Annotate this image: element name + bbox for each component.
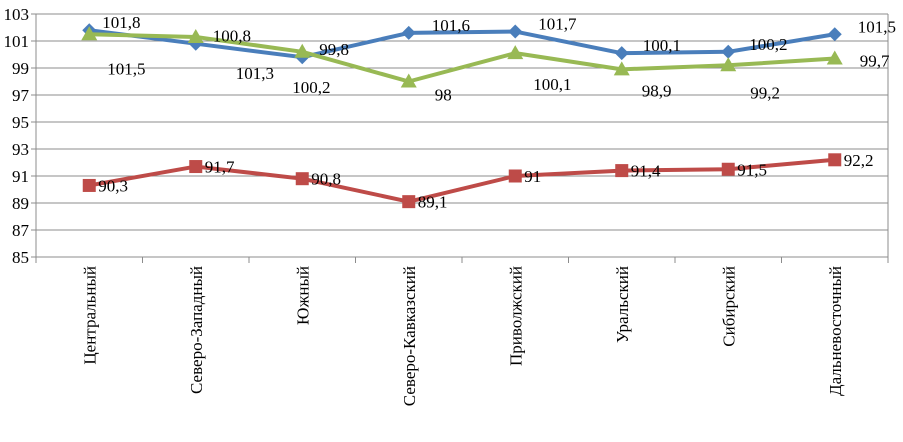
axes — [31, 13, 889, 263]
series-1-data-label: 100,2 — [749, 35, 787, 54]
series-3-data-label: 98 — [435, 86, 452, 105]
gridlines — [36, 13, 888, 258]
data-labels: 101,8 100,8 99,8 101,6 101,7 100,1 100,2 101,5 9… — [98, 13, 896, 211]
series-2-data-label: 91 — [524, 167, 541, 186]
y-tick-label: 101 — [4, 32, 30, 51]
y-tick-label: 91 — [12, 167, 29, 186]
y-tick-label: 103 — [4, 5, 30, 24]
series-3-data-label: 99,7 — [860, 52, 890, 71]
series-2-point — [508, 169, 522, 183]
series-1-data-label: 101,7 — [538, 15, 577, 34]
x-category-label: Сибирский — [719, 266, 738, 347]
series-3-point — [400, 73, 417, 88]
series-1-line — [87, 28, 837, 60]
series-3-point — [81, 26, 98, 41]
series-3-data-label: 100,2 — [292, 78, 330, 97]
series-3-data-label: 101,3 — [236, 64, 274, 83]
y-tick-label: 87 — [12, 221, 30, 240]
x-category-label: Южный — [293, 266, 312, 325]
x-category-label: Уральский — [613, 266, 632, 343]
series-1-point — [721, 44, 736, 59]
series-3-point — [613, 61, 630, 76]
y-tick-label: 99 — [12, 59, 29, 78]
series-1-data-label: 99,8 — [319, 40, 349, 59]
series-2-data-label: 90,3 — [98, 176, 128, 195]
series-1-data-label: 100,8 — [213, 27, 251, 46]
series-2-data-label: 89,1 — [418, 193, 448, 212]
series-1-point — [401, 25, 416, 40]
series-2-data-label: 91,4 — [631, 162, 661, 181]
series-2-point — [615, 164, 629, 178]
y-tick-label: 95 — [12, 113, 29, 132]
series-2-data-label: 91,5 — [737, 160, 767, 179]
series-2-point — [82, 178, 96, 192]
series-3-data-label: 99,2 — [750, 83, 780, 102]
series-3-line — [87, 32, 837, 84]
series-2-data-label: 91,7 — [205, 158, 235, 177]
series-2-data-label: 90,8 — [311, 170, 341, 189]
series-3-point — [507, 45, 524, 60]
series-2-line — [87, 157, 837, 204]
x-category-label: Дальневосточный — [826, 266, 845, 396]
series-2-point — [828, 153, 842, 167]
y-tick-label: 93 — [12, 140, 29, 159]
series-3-data-label: 100,1 — [533, 75, 571, 94]
series-2-point — [295, 172, 309, 186]
y-tick-label: 97 — [12, 86, 30, 105]
y-tick-labels: 85 87 89 91 93 95 97 99 101 103 — [4, 5, 30, 267]
series-2-point — [721, 162, 735, 176]
y-tick-label: 85 — [12, 248, 29, 267]
x-tick-labels: Центральный Северо-Западный Южный Северо-Ка… — [80, 266, 845, 406]
series-1-data-label: 101,6 — [432, 16, 470, 35]
series-3-point — [720, 57, 737, 72]
series-1-point — [614, 46, 629, 61]
x-category-label: Центральный — [80, 266, 99, 365]
series-3-data-label: 98,9 — [642, 81, 672, 100]
x-category-label: Северо-Кавказский — [400, 266, 419, 406]
series-3-point — [826, 50, 843, 65]
series-group — [81, 23, 843, 209]
series-2-point — [402, 195, 416, 209]
series-3-point — [294, 43, 311, 58]
series-2-point — [189, 160, 203, 174]
series-2-data-label: 92,2 — [844, 151, 874, 170]
series-1-point — [508, 24, 523, 39]
series-1-data-label: 100,1 — [643, 36, 681, 55]
series-3-data-label: 101,5 — [107, 59, 145, 78]
y-tick-label: 89 — [12, 194, 29, 213]
series-1-data-label: 101,8 — [102, 13, 140, 32]
series-1-data-label: 101,5 — [858, 17, 896, 36]
series-3-point — [187, 28, 204, 43]
x-category-label: Приволжский — [506, 266, 525, 366]
x-category-label: Северо-Западный — [187, 266, 206, 394]
series-1-point — [827, 27, 842, 42]
